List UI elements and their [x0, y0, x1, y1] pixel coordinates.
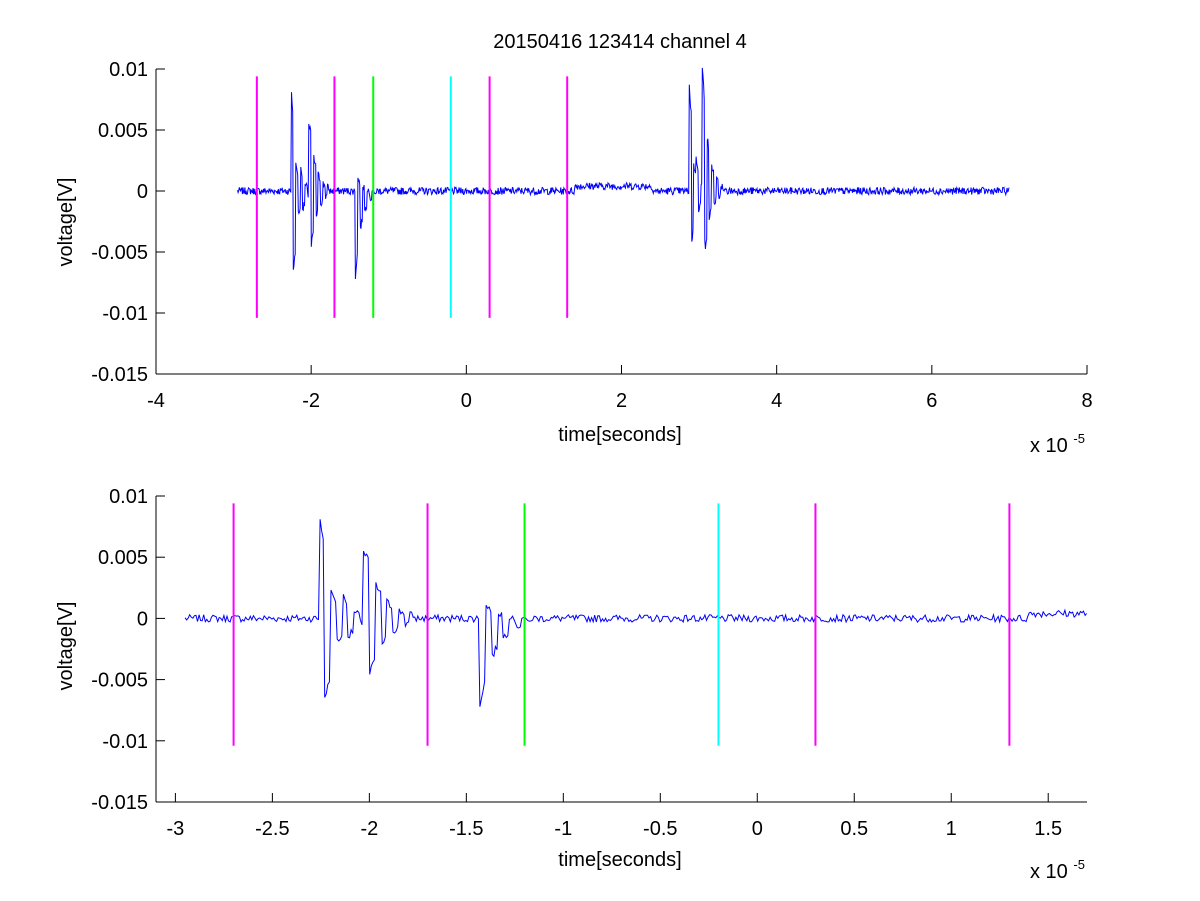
bottom-xtick-label: -0.5 [643, 818, 677, 840]
top-xlabel: time[seconds] [558, 424, 681, 446]
bottom-xtick-label: -1 [554, 818, 572, 840]
top-xtick-label: -2 [302, 390, 320, 412]
figure-title: 20150416 123414 channel 4 [493, 31, 747, 53]
top-ytick-label: 0 [137, 181, 148, 203]
bottom-x-exponent-power: -5 [1073, 857, 1085, 872]
bottom-xtick-label: -3 [166, 818, 184, 840]
bottom-xtick-label: 1.5 [1034, 818, 1062, 840]
bottom-ytick-label: 0.005 [98, 547, 148, 569]
bottom-ytick-label: -0.01 [102, 731, 148, 753]
top-ytick-label: 0.01 [109, 59, 148, 81]
top-signal-line [237, 67, 1010, 280]
bottom-axes: time[seconds] voltage[V] x 10 -5 0.01 0.0… [55, 486, 1087, 883]
top-x-exponent: x 10 -5 [1030, 431, 1085, 457]
bottom-x-exponent-base: x 10 [1030, 861, 1068, 883]
bottom-ylabel: voltage[V] [55, 602, 77, 691]
bottom-ytick-label: -0.005 [91, 670, 148, 692]
top-x-exponent-power: -5 [1073, 431, 1085, 446]
top-xtick-label: 4 [771, 390, 782, 412]
bottom-x-exponent: x 10 -5 [1030, 857, 1085, 883]
top-ytick-label: 0.005 [98, 120, 148, 142]
top-ytick-label: -0.015 [91, 364, 148, 386]
top-xtick-label: 0 [461, 390, 472, 412]
bottom-xtick-label: -2 [360, 818, 378, 840]
top-x-exponent-base: x 10 [1030, 435, 1068, 457]
bottom-xlabel: time[seconds] [558, 849, 681, 871]
bottom-xtick-label: 1 [946, 818, 957, 840]
top-xtick-label: 6 [926, 390, 937, 412]
top-ytick-label: -0.01 [102, 303, 148, 325]
top-xtick-label: 8 [1081, 390, 1092, 412]
bottom-xtick-label: 0.5 [840, 818, 868, 840]
bottom-signal-line [184, 519, 1087, 707]
top-xtick-label: -4 [147, 390, 165, 412]
top-ylabel: voltage[V] [55, 178, 77, 267]
bottom-ytick-label: 0.01 [109, 486, 148, 508]
bottom-xtick-label: -2.5 [255, 818, 289, 840]
top-xtick-label: 2 [616, 390, 627, 412]
top-ytick-label: -0.005 [91, 242, 148, 264]
bottom-xtick-label: -1.5 [449, 818, 483, 840]
bottom-xtick-label: 0 [752, 818, 763, 840]
bottom-ytick-label: -0.015 [91, 792, 148, 814]
top-axes: time[seconds] voltage[V] x 10 -5 0.01 0.0… [55, 59, 1093, 457]
bottom-ytick-label: 0 [137, 608, 148, 630]
